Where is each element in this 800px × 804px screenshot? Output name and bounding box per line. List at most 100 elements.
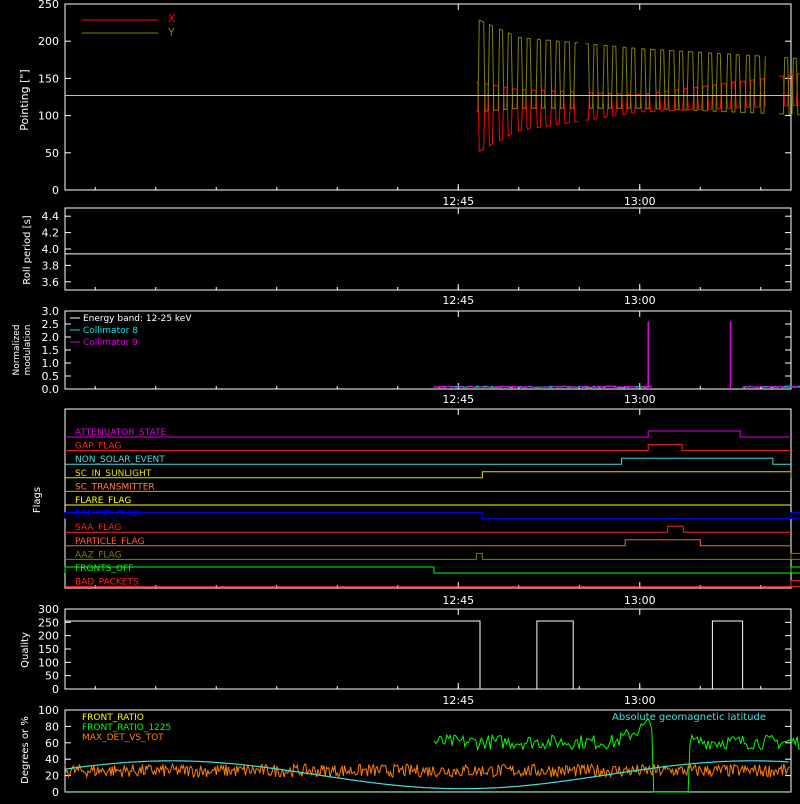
modulation-ytick-label-0: 0.0 xyxy=(42,383,60,396)
modulation-ytick-label-2: 1.0 xyxy=(42,357,60,370)
flags-xtick-label-0: 12:45 xyxy=(442,594,474,607)
collimator9-series-seg-0 xyxy=(433,385,652,389)
flag-trace-sc_in_sunlight xyxy=(65,471,792,479)
ratios-yticks: 0 20 40 60 80 100 xyxy=(38,704,791,799)
legend-collimator9: Collimator 9 xyxy=(83,338,138,348)
pointing-xtick-label-0: 12:45 xyxy=(442,195,474,208)
flag-label-particle_flag: PARTICLE_FLAG xyxy=(75,537,145,547)
modulation-ytick-label-1: 0.5 xyxy=(42,370,60,383)
pointing-y-series-seg-1 xyxy=(585,43,766,114)
flag-label-saa_flag: SAA_FLAG xyxy=(75,523,121,533)
modulation-xtick-label-0: 12:45 xyxy=(442,393,474,406)
pointing-ylabel: Pointing ["] xyxy=(18,69,31,130)
flag-label-sc_in_sunlight: SC_IN_SUNLIGHT xyxy=(75,469,152,479)
flag-trace-eclipse_flag xyxy=(64,512,800,520)
flags-ylabel: Flags xyxy=(32,487,43,513)
pointing-ytick-label-4: 200 xyxy=(38,35,59,48)
flag-trace-attenuator_state xyxy=(65,430,791,438)
panel-roll: 3.63.84.04.24.4 12:4513:0013:1513:3013:4… xyxy=(22,207,792,307)
flag-label-aaz_flag: AAZ_FLAG xyxy=(75,550,122,560)
ratios-ylabel: Degrees or % xyxy=(20,716,31,784)
flag-label-non_solar_event: NON_SOLAR_EVENT xyxy=(75,455,165,465)
ratios-ytick-label-5: 100 xyxy=(38,704,59,717)
roll-ytick-label-2: 4.0 xyxy=(42,243,60,256)
modulation-ytick-label-6: 3.0 xyxy=(42,305,60,318)
modulation-ytick-label-3: 1.5 xyxy=(42,344,60,357)
pointing-ytick-label-5: 250 xyxy=(38,0,59,11)
roll-ylabel: Roll period [s] xyxy=(22,215,33,284)
roll-frame xyxy=(64,207,792,291)
pointing-x-series-seg-0 xyxy=(476,81,579,153)
flags-frame xyxy=(64,408,792,589)
modulation-xtick-label-1: 13:00 xyxy=(624,393,656,406)
roll-yticks: 3.6 3.8 4.0 4.2 4.4 xyxy=(42,210,791,289)
ratios-ytick-label-4: 80 xyxy=(45,720,59,733)
flags-xtick-label-1: 13:00 xyxy=(624,594,656,607)
pointing-ytick-label-3: 150 xyxy=(38,72,59,85)
quality-series xyxy=(65,620,792,690)
legend-y-label: Y xyxy=(167,26,175,39)
modulation-yticks: 0.00.51.01.52.02.53.0 xyxy=(42,305,791,396)
legend-x-label: X xyxy=(168,12,176,25)
modulation-ylabel-line2: modulation xyxy=(23,325,33,376)
pointing-frame xyxy=(64,3,792,191)
flag-trace-bad_packets xyxy=(65,580,800,588)
flag-label-gap_flag: GAP_FLAG xyxy=(75,442,121,452)
pointing-data xyxy=(65,19,800,153)
flag-label-flare_flag: FLARE_FLAG xyxy=(75,496,131,506)
legend-max-det: MAX_DET_VS_TOT xyxy=(82,733,164,743)
legend-collimator8: Collimator 8 xyxy=(83,326,138,336)
legend-front-ratio: FRONT_RATIO xyxy=(82,713,144,723)
quality-ytick-label-4: 200 xyxy=(38,630,59,643)
quality-ytick-label-5: 250 xyxy=(38,616,59,629)
geomag-latitude-series xyxy=(64,760,789,790)
flag-trace-non_solar_event xyxy=(65,457,791,465)
pointing-xtick-label-1: 13:00 xyxy=(624,195,656,208)
pointing-ytick-label-1: 50 xyxy=(45,147,59,160)
flag-label-attenuator_state: ATTENUATOR_STATE xyxy=(75,428,167,438)
quality-ytick-label-1: 50 xyxy=(45,670,59,683)
roll-ytick-label-1: 3.8 xyxy=(42,259,60,272)
flag-label-eclipse_flag: ECLIPSE_FLAG xyxy=(75,510,139,520)
quality-ytick-label-6: 300 xyxy=(38,603,59,616)
flag-trace-gap_flag xyxy=(65,444,791,452)
flag-trace-particle_flag xyxy=(65,539,791,547)
quality-xtick-label-0: 12:45 xyxy=(442,694,474,707)
ratios-data xyxy=(64,718,800,793)
ratios-ytick-label-2: 40 xyxy=(45,753,59,766)
modulation-ytick-label-4: 2.0 xyxy=(42,331,60,344)
quality-ytick-label-3: 150 xyxy=(38,643,59,656)
pointing-y-series-seg-0 xyxy=(476,19,579,113)
quality-xtick-label-1: 13:00 xyxy=(624,694,656,707)
modulation-ytick-label-5: 2.5 xyxy=(42,318,60,331)
flags-data: ATTENUATOR_STATE GAP_FLAG NON_SOLAR_EVENT S… xyxy=(64,428,800,588)
roll-ytick-label-0: 3.6 xyxy=(42,276,60,289)
pointing-y-series-seg-2 xyxy=(778,57,800,116)
quality-ytick-label-0: 0 xyxy=(52,683,59,696)
panel-modulation: 0.00.51.01.52.02.53.0 12:4513:0013:1513:… xyxy=(12,305,800,406)
pointing-ytick-label-0: 0 xyxy=(52,184,59,197)
max-det-vs-tot-series xyxy=(64,762,790,779)
flag-label-bad_packets: BAD_PACKETS xyxy=(75,578,139,588)
flag-label-fronts_off: FRONTS_OFF xyxy=(75,564,133,574)
flag-trace-aaz_flag xyxy=(65,552,800,560)
ratios-ytick-label-0: 0 xyxy=(52,786,59,799)
roll-xtick-label-1: 13:00 xyxy=(624,294,656,307)
roll-ytick-label-3: 4.2 xyxy=(42,227,60,240)
pointing-ytick-label-2: 100 xyxy=(38,110,59,123)
flag-label-sc_transmitter: SC_TRANSMITTER xyxy=(75,482,155,492)
quality-data xyxy=(65,620,792,690)
ratios-ytick-label-1: 20 xyxy=(45,770,59,783)
panel-ratios: 0 20 40 60 80 100 Degrees or % FRONT_RATIO FR… xyxy=(20,704,800,799)
ratios-ytick-label-3: 60 xyxy=(45,737,59,750)
